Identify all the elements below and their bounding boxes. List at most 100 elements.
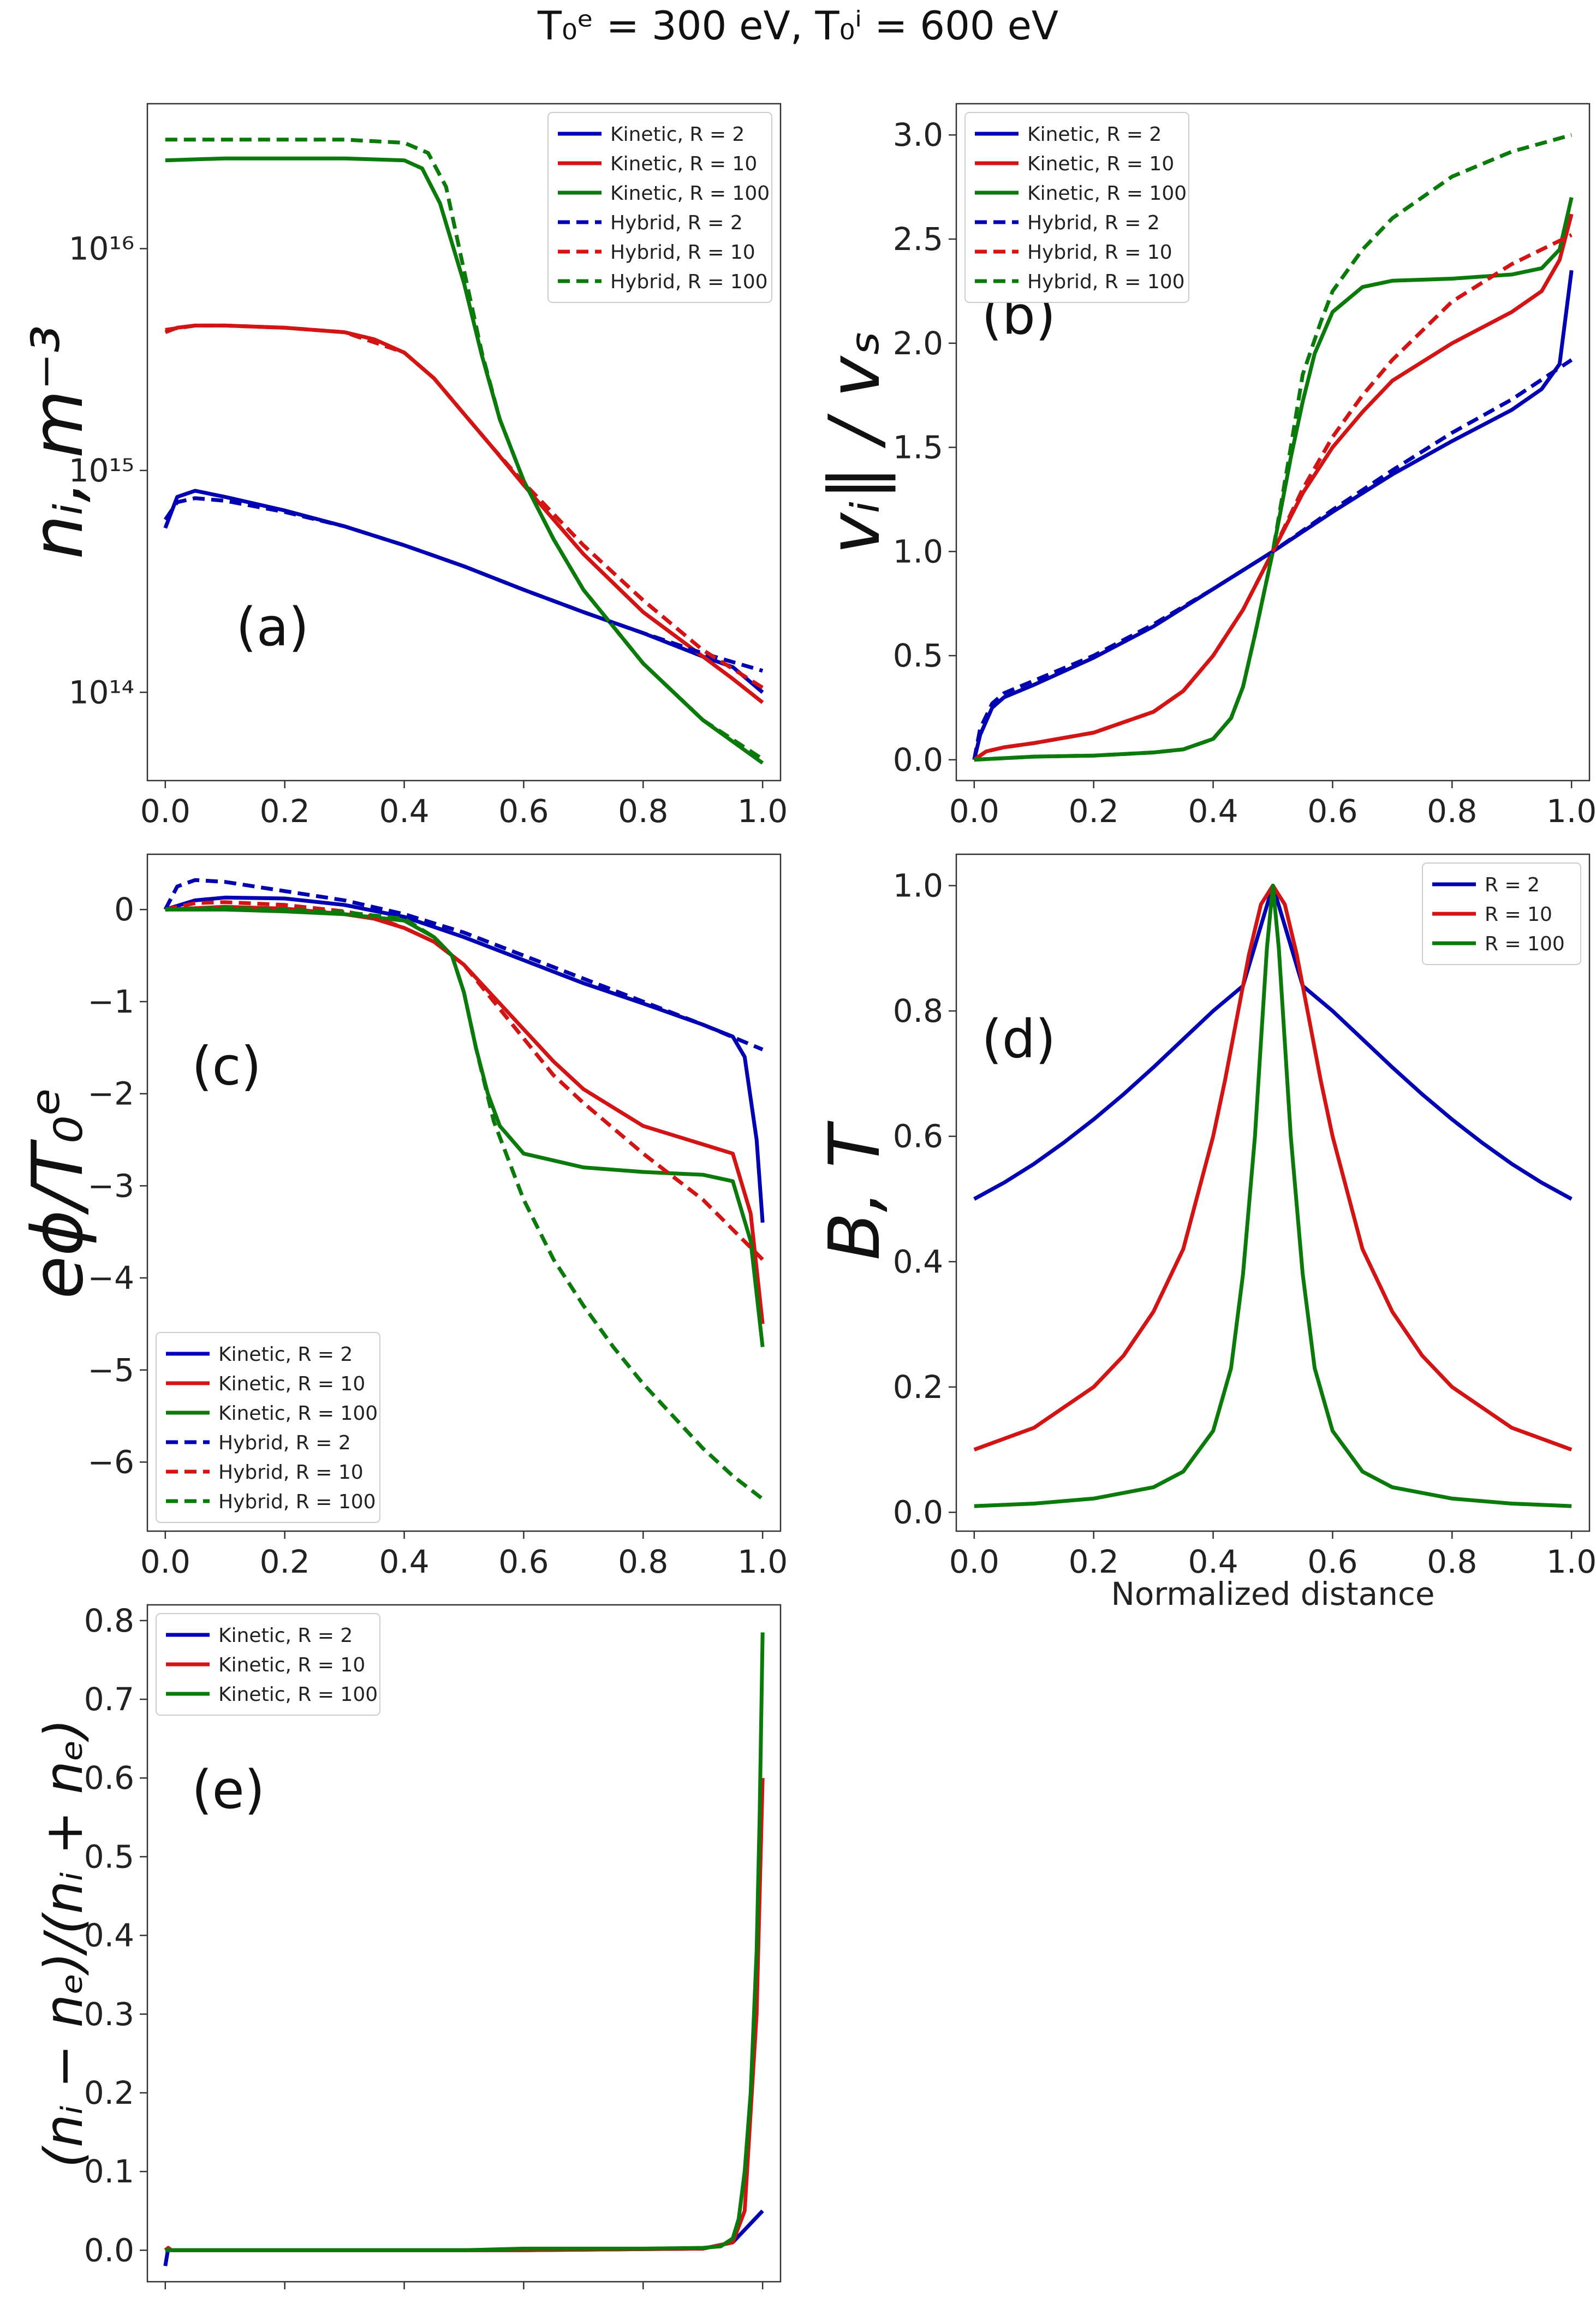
legend-label: Kinetic, R = 2 bbox=[218, 1343, 353, 1366]
x-tick-label: 1.0 bbox=[1546, 1543, 1596, 1580]
y-tick-label: 0.8 bbox=[893, 992, 943, 1030]
y-tick-label: 0.8 bbox=[84, 1602, 134, 1639]
series-group bbox=[163, 1632, 765, 2266]
y-tick-label: 2.0 bbox=[893, 325, 943, 362]
x-tick-label: 1.0 bbox=[737, 2294, 788, 2297]
x-tick-label: 0.8 bbox=[618, 2294, 668, 2297]
y-axis-label: nᵢ, m⁻³ bbox=[17, 325, 99, 560]
y-tick-label: 10¹⁶ bbox=[69, 230, 134, 267]
y-axis-label: vᵢ‖ / vₛ bbox=[814, 330, 896, 555]
legend-label: Hybrid, R = 2 bbox=[218, 1432, 351, 1454]
x-tick-label: 0.0 bbox=[949, 1543, 999, 1580]
y-tick-label: 10¹⁴ bbox=[69, 674, 134, 711]
legend-box bbox=[156, 1332, 380, 1523]
x-tick-label: 0.6 bbox=[498, 1543, 549, 1580]
legend-label: Hybrid, R = 100 bbox=[610, 271, 768, 293]
y-tick-label: 0.4 bbox=[84, 1917, 134, 1954]
legend-box bbox=[547, 112, 772, 303]
chart-panel-e: 0.0 0.2 0.4 0.6 0.8 1.0 0.0 0.1 0.2 0.3 0.4 0.5 0.6 0… bbox=[33, 1602, 788, 2297]
figure-title: T₀ᵉ = 300 eV, T₀ⁱ = 600 eV bbox=[537, 3, 1058, 49]
y-tick-label: 0.5 bbox=[893, 637, 943, 674]
axes-frame bbox=[146, 1604, 782, 2283]
panel-label: (d) bbox=[981, 1009, 1056, 1070]
y-tick-label: 2.5 bbox=[893, 221, 943, 258]
series-line-kinetic-r-2 bbox=[164, 895, 765, 1223]
y-tick-label: 3.0 bbox=[893, 116, 943, 153]
y-tick-label: 0.2 bbox=[84, 2074, 134, 2111]
legend: R = 2 R = 10 R = 100 bbox=[1422, 862, 1581, 965]
y-tick-label: 0.2 bbox=[893, 1368, 943, 1406]
series-group bbox=[972, 133, 1574, 762]
y-tick-label: −2 bbox=[88, 1075, 135, 1112]
legend-label: Kinetic, R = 2 bbox=[1027, 123, 1162, 146]
series-group bbox=[973, 883, 1573, 1508]
legend-label: Kinetic, R = 100 bbox=[610, 182, 770, 205]
y-axis-label: (nᵢ − nₑ)/(nᵢ + nₑ) bbox=[33, 1719, 94, 2168]
legend-box bbox=[156, 1613, 380, 1716]
series-line-hybrid-r-2 bbox=[163, 878, 764, 1051]
series-line-hybrid-r-100 bbox=[974, 133, 1573, 762]
x-tick-label: 0.0 bbox=[949, 793, 999, 830]
legend-label: R = 100 bbox=[1485, 933, 1565, 955]
y-tick-label: −6 bbox=[88, 1443, 135, 1480]
y-tick-label: 0.1 bbox=[84, 2153, 134, 2190]
y-tick-label: 1.0 bbox=[893, 867, 943, 904]
legend-label: Hybrid, R = 2 bbox=[610, 212, 743, 234]
legend-box bbox=[964, 112, 1189, 303]
x-tick-label: 0.2 bbox=[260, 2294, 310, 2297]
series-line-hybrid-r-10 bbox=[973, 233, 1573, 761]
series-line-kinetic-r-100 bbox=[165, 1632, 765, 2252]
chart-panel-d: 0.0 0.2 0.4 0.6 0.8 1.0 0.0 0.2 0.4 0.6 0.8 1.0 Norm… bbox=[814, 853, 1596, 1612]
x-tick-label: 0.8 bbox=[618, 793, 668, 830]
series-line-kinetic-r-10 bbox=[165, 904, 765, 1324]
legend: Kinetic, R = 2 Kinetic, R = 10 Kinetic, R … bbox=[156, 1332, 380, 1523]
y-tick-label: 0.0 bbox=[893, 1494, 943, 1531]
x-tick-label: 0.2 bbox=[260, 1543, 310, 1580]
x-tick-label: 1.0 bbox=[1546, 793, 1596, 830]
y-tick-label: 10¹⁵ bbox=[69, 452, 134, 489]
series-line-hybrid-r-100 bbox=[165, 906, 764, 1501]
legend-label: Kinetic, R = 10 bbox=[610, 153, 757, 175]
series-line-kinetic-r-2 bbox=[163, 2209, 764, 2266]
x-tick-label: 0.4 bbox=[379, 2294, 429, 2297]
x-tick-label: 0.2 bbox=[1069, 1543, 1119, 1580]
x-tick-label: 0.6 bbox=[498, 793, 549, 830]
legend-label: R = 2 bbox=[1485, 874, 1540, 896]
legend-box bbox=[1422, 862, 1581, 965]
series-line-hybrid-r-2 bbox=[163, 496, 764, 673]
chart-panel-b: 0.0 0.2 0.4 0.6 0.8 1.0 0.0 0.5 1.0 1.5 2.0 2.5 3.0 v… bbox=[814, 103, 1596, 830]
y-axis-label: eϕ/T₀ᵉ bbox=[17, 1086, 99, 1299]
y-tick-label: 0.0 bbox=[893, 741, 943, 778]
legend-label: Hybrid, R = 10 bbox=[218, 1461, 364, 1484]
y-tick-label: 0.5 bbox=[84, 1838, 134, 1875]
x-axis-label: Normalized distance bbox=[1111, 1575, 1434, 1612]
series-line-r-10 bbox=[973, 883, 1573, 1451]
legend: Kinetic, R = 2 Kinetic, R = 10 Kinetic, R … bbox=[547, 112, 772, 303]
x-tick-label: 0.4 bbox=[1188, 1543, 1238, 1580]
series-line-r-100 bbox=[974, 883, 1572, 1508]
axes-frame bbox=[146, 103, 782, 782]
series-group bbox=[163, 138, 764, 765]
x-tick-label: 0.4 bbox=[379, 1543, 429, 1580]
x-tick-label: 0.6 bbox=[1307, 793, 1357, 830]
x-tick-label: 0.4 bbox=[379, 793, 429, 830]
legend-label: Kinetic, R = 2 bbox=[218, 1624, 353, 1647]
x-tick-label: 1.0 bbox=[737, 793, 788, 830]
y-tick-label: 1.0 bbox=[893, 533, 943, 570]
legend-label: Hybrid, R = 100 bbox=[218, 1491, 376, 1513]
legend: Kinetic, R = 2 Kinetic, R = 10 Kinetic, R … bbox=[156, 1613, 380, 1716]
y-tick-label: −3 bbox=[88, 1167, 135, 1204]
x-tick-label: 0.0 bbox=[140, 1543, 190, 1580]
y-tick-label: 0.6 bbox=[893, 1118, 943, 1155]
legend: Kinetic, R = 2 Kinetic, R = 10 Kinetic, R … bbox=[964, 112, 1189, 303]
x-tick-label: 0.6 bbox=[498, 2294, 549, 2297]
y-tick-label: −4 bbox=[88, 1259, 135, 1296]
panel-label: (c) bbox=[192, 1036, 261, 1097]
series-line-kinetic-r-10 bbox=[164, 1778, 765, 2252]
series-line-kinetic-r-2 bbox=[972, 270, 1574, 760]
x-tick-label: 0.8 bbox=[1427, 793, 1477, 830]
legend-label: Kinetic, R = 10 bbox=[218, 1654, 365, 1676]
y-tick-label: 0.3 bbox=[84, 1996, 134, 2033]
x-tick-label: 0.2 bbox=[1069, 793, 1119, 830]
axes-frame bbox=[955, 853, 1591, 1532]
